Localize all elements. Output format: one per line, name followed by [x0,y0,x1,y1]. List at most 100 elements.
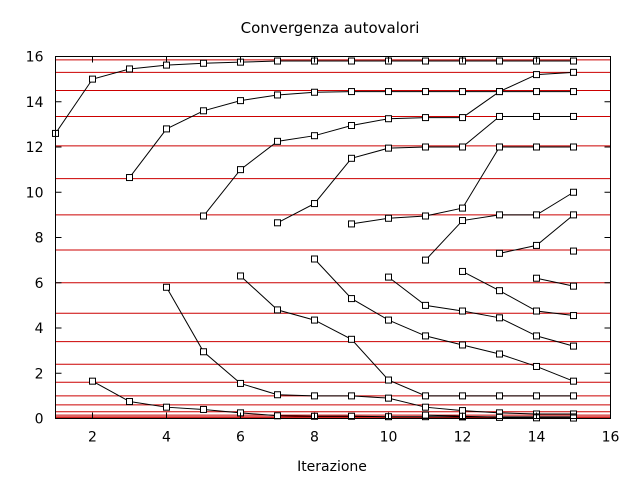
data-point-4-5 [533,143,540,151]
data-point-15-2 [496,413,503,421]
data-point-11-5 [496,350,503,358]
data-point-2-2 [274,137,281,145]
data-point-11-4 [459,341,466,349]
y-tick-label-14: 14 [26,95,44,111]
data-point-13-0 [163,283,170,291]
data-point-14-1 [126,398,133,406]
data-point-13-7 [422,403,429,411]
series-line-13 [166,287,574,415]
data-point-1-4 [274,91,281,99]
data-point-12-9 [570,392,577,400]
series-3 [274,112,577,227]
data-point-6-2 [570,211,577,219]
data-point-4-1 [385,214,392,222]
data-point-12-7 [496,392,503,400]
series-9 [459,267,577,320]
data-point-10-3 [496,314,503,322]
data-point-3-7 [533,112,540,120]
data-point-1-1 [163,125,170,133]
data-point-5-3 [533,211,540,219]
y-tick-label-12: 12 [26,140,44,156]
y-tick-label-4: 4 [35,321,44,337]
data-point-9-1 [496,287,503,295]
data-point-2-10 [570,68,577,76]
y-tick-label-16: 16 [26,50,44,66]
x-axis: 2 4 6 8 10 12 14 16 [88,56,620,446]
data-point-6-0 [496,249,503,257]
data-point-5-4 [570,188,577,196]
series-layer [52,57,577,422]
x-tick-label-8: 8 [310,430,319,446]
data-point-3-8 [570,112,577,120]
y-tick-label-8: 8 [35,231,44,247]
data-point-2-1 [237,166,244,174]
data-point-0-10 [422,57,429,65]
data-point-3-5 [459,143,466,151]
series-4 [348,143,577,228]
data-point-10-2 [459,307,466,315]
data-point-3-4 [422,143,429,151]
data-point-14-5 [274,412,281,420]
data-point-2-0 [200,212,207,220]
data-point-2-6 [422,114,429,122]
series-7 [570,247,577,255]
data-point-2-8 [496,88,503,96]
series-13 [163,283,577,418]
series-2 [200,68,577,220]
series-8 [533,274,577,290]
data-point-1-12 [570,88,577,96]
data-point-11-0 [311,255,318,263]
data-point-1-7 [385,88,392,96]
data-point-12-5 [422,392,429,400]
data-point-6-1 [533,241,540,249]
data-point-4-6 [570,143,577,151]
data-point-7-0 [570,247,577,255]
data-point-5-1 [459,217,466,225]
data-point-12-6 [459,392,466,400]
data-point-1-9 [459,88,466,96]
data-point-10-4 [533,332,540,340]
data-point-9-2 [533,307,540,315]
data-point-14-2 [163,403,170,411]
data-point-0-14 [570,57,577,65]
data-point-1-5 [311,88,318,96]
data-point-11-1 [348,295,355,303]
data-point-1-0 [126,174,133,182]
data-point-1-2 [200,107,207,115]
x-tick-label-2: 2 [88,430,97,446]
data-point-13-1 [200,348,207,356]
series-10 [385,273,577,350]
data-point-12-4 [385,376,392,384]
data-point-14-7 [348,412,355,420]
data-point-2-4 [348,122,355,130]
x-tick-label-14: 14 [528,430,546,446]
data-point-4-2 [422,212,429,220]
y-tick-label-0: 0 [35,412,44,428]
data-point-4-0 [348,220,355,228]
series-12 [237,272,577,400]
data-point-14-0 [89,377,96,385]
data-point-4-4 [496,143,503,151]
x-tick-label-10: 10 [380,430,398,446]
data-point-0-8 [348,57,355,65]
data-point-13-5 [348,392,355,400]
data-point-15-0 [422,411,429,419]
data-point-10-0 [385,273,392,281]
data-point-11-2 [385,316,392,324]
data-point-8-0 [533,274,540,282]
data-point-12-0 [237,272,244,280]
data-point-3-1 [311,200,318,208]
data-point-1-6 [348,88,355,96]
data-point-13-4 [311,392,318,400]
data-point-2-5 [385,115,392,123]
series-line-12 [240,275,574,397]
x-tick-label-16: 16 [602,430,620,446]
data-point-12-3 [348,335,355,343]
y-tick-label-6: 6 [35,276,44,292]
data-point-11-3 [422,332,429,340]
data-point-14-3 [200,405,207,413]
x-tick-label-12: 12 [454,430,472,446]
data-point-5-2 [496,211,503,219]
data-point-12-1 [274,306,281,314]
data-point-10-1 [422,301,429,309]
